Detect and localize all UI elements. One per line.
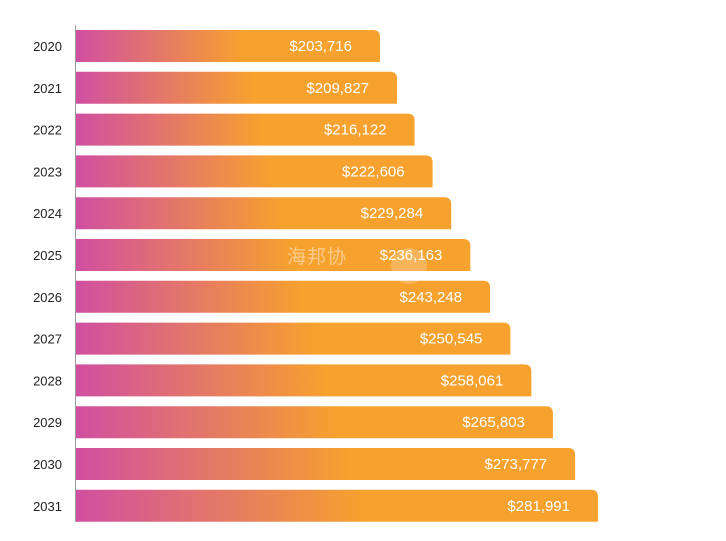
value-label-2027: $250,545 [420,331,483,348]
y-tick-label-2026: 2026 [33,290,62,305]
bar-2020 [76,30,380,62]
bar-2021 [76,71,398,104]
value-label-2020: $203,716 [289,38,352,55]
value-label-2021: $209,827 [306,80,369,97]
y-tick-label-2027: 2027 [33,332,62,347]
bars-group: 2020 $203,716 2021 $209,827 2022 $216,122 2023… [33,30,598,522]
y-tick-label-2031: 2031 [33,499,62,514]
y-tick-label-2023: 2023 [33,164,62,179]
value-label-2030: $273,777 [485,456,548,473]
value-label-2029: $265,803 [462,414,525,431]
bar-2023 [76,155,433,188]
y-tick-label-2029: 2029 [33,415,62,430]
y-tick-label-2028: 2028 [33,373,62,388]
bar-2030 [76,448,576,480]
bar-2028 [76,364,532,397]
value-label-2023: $222,606 [342,163,405,180]
value-label-2028: $258,061 [441,372,504,389]
y-tick-label-2025: 2025 [33,248,62,263]
y-tick-label-2030: 2030 [33,457,62,472]
y-tick-label-2020: 2020 [33,39,62,54]
value-label-2026: $243,248 [400,289,463,306]
bar-2031 [76,489,598,522]
y-tick-label-2021: 2021 [33,81,62,96]
bar-2026 [76,280,491,313]
y-tick-label-2022: 2022 [33,123,62,138]
bar-2024 [76,197,452,230]
bar-2027 [76,322,511,355]
value-label-2022: $216,122 [324,122,387,139]
value-label-2024: $229,284 [361,205,424,222]
y-tick-label-2024: 2024 [33,206,62,221]
value-label-2025: $236,163 [380,247,443,264]
bar-2025 [76,239,471,271]
bar-2022 [76,113,415,146]
value-label-2031: $281,991 [507,498,570,515]
bar-2029 [76,406,553,439]
